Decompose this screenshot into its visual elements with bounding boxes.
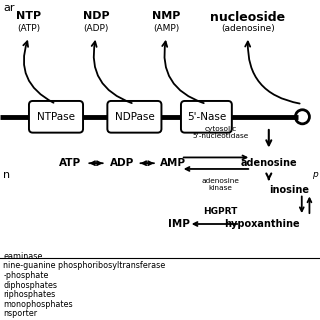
Text: AMP: AMP xyxy=(160,158,186,168)
Text: hypoxanthine: hypoxanthine xyxy=(225,219,300,229)
Text: (AMP): (AMP) xyxy=(153,24,180,33)
Text: NDP: NDP xyxy=(83,11,109,21)
FancyBboxPatch shape xyxy=(29,101,83,132)
Text: nucleoside: nucleoside xyxy=(211,11,285,24)
Text: ar: ar xyxy=(3,3,15,13)
Text: adenosine: adenosine xyxy=(241,158,297,168)
Text: NTP: NTP xyxy=(16,11,41,21)
Text: NTPase: NTPase xyxy=(37,112,75,122)
Text: IMP: IMP xyxy=(168,219,190,229)
Text: (ATP): (ATP) xyxy=(17,24,40,33)
Text: n: n xyxy=(3,170,10,180)
Text: NMP: NMP xyxy=(152,11,180,21)
FancyBboxPatch shape xyxy=(107,101,162,132)
Text: diphosphates: diphosphates xyxy=(3,281,57,290)
FancyArrowPatch shape xyxy=(92,42,132,103)
Text: adenosine
kinase: adenosine kinase xyxy=(202,178,240,191)
Text: nsporter: nsporter xyxy=(3,309,37,318)
FancyArrowPatch shape xyxy=(245,42,300,104)
FancyArrowPatch shape xyxy=(23,41,53,103)
Text: inosine: inosine xyxy=(269,185,309,196)
Text: 5'-Nase: 5'-Nase xyxy=(187,112,226,122)
Text: HGPRT: HGPRT xyxy=(204,207,238,216)
Text: eaminase: eaminase xyxy=(3,252,43,261)
FancyArrowPatch shape xyxy=(162,42,204,103)
Text: (adenosine): (adenosine) xyxy=(221,24,275,33)
Text: ATP: ATP xyxy=(59,158,82,168)
Text: ADP: ADP xyxy=(109,158,134,168)
Text: (ADP): (ADP) xyxy=(83,24,109,33)
FancyBboxPatch shape xyxy=(181,101,232,132)
Text: nine-guanine phosphoribosyltransferase: nine-guanine phosphoribosyltransferase xyxy=(3,261,165,270)
Text: p: p xyxy=(312,170,318,179)
Text: monophosphates: monophosphates xyxy=(3,300,73,309)
Text: -phosphate: -phosphate xyxy=(3,271,49,280)
Text: cytosolic
5'-nucleotidase: cytosolic 5'-nucleotidase xyxy=(193,126,249,139)
Text: riphosphates: riphosphates xyxy=(3,290,55,299)
Text: NDPase: NDPase xyxy=(115,112,154,122)
